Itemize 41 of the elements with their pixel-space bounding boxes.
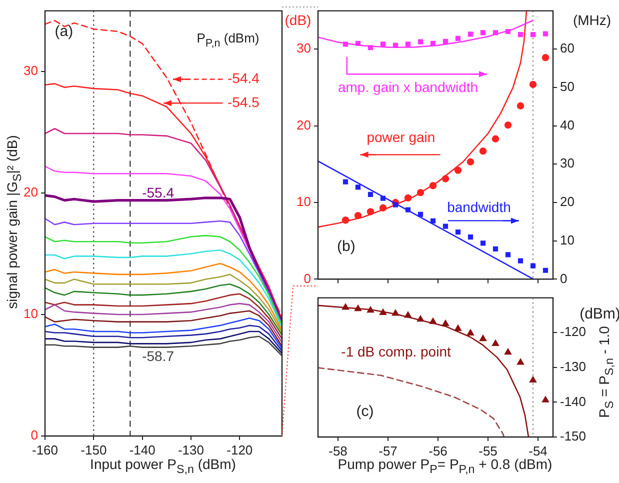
x-tick-label: -120 bbox=[226, 442, 253, 458]
text: power gain bbox=[366, 129, 436, 146]
annotation: (a) bbox=[54, 23, 74, 40]
x-tick-label: -150 bbox=[80, 442, 107, 458]
x-tick-label: -56 bbox=[428, 443, 448, 458]
y-tick-label: -130 bbox=[560, 358, 586, 374]
legend-label: -54.5 bbox=[227, 94, 260, 110]
x-axis-title: Input power P$_{S,n}$ (dBm) bbox=[90, 456, 236, 476]
y2-tick-label: 50 bbox=[560, 79, 574, 94]
y-tick-label: 30 bbox=[24, 63, 38, 78]
y-tick-label: 0 bbox=[30, 428, 38, 443]
y-tick-label: -120 bbox=[560, 324, 586, 340]
y-tick-label: 10 bbox=[296, 194, 311, 210]
x-tick-label: -54 bbox=[528, 443, 548, 458]
series-label: -58.7 bbox=[142, 348, 174, 364]
y2-tick-label: 40 bbox=[560, 117, 574, 132]
y2-axis-title: (MHz) bbox=[572, 12, 612, 28]
y-tick-label: -140 bbox=[560, 394, 586, 409]
y-tick-label: -150 bbox=[560, 428, 586, 444]
y-tick-label: 30 bbox=[296, 40, 311, 56]
y-tick-label: 10 bbox=[24, 306, 38, 322]
x-tick-label: -160 bbox=[32, 442, 58, 458]
x-tick-label: -58 bbox=[328, 443, 348, 458]
y-axis-title: (dB) bbox=[284, 12, 312, 28]
y-tick-label: 20 bbox=[296, 117, 311, 132]
x-axis-title: Pump power P$_{P}$= P$_{P,n}$ + 0.8 (dBm) bbox=[338, 456, 552, 476]
x-tick-label: -130 bbox=[178, 442, 204, 458]
series-label: -55.4 bbox=[142, 184, 174, 200]
series-label: bandwidth bbox=[447, 199, 511, 216]
x-tick-label: -140 bbox=[129, 442, 156, 458]
legend-label: amp. gain x bandwidth bbox=[338, 79, 478, 96]
y-tick-label: 0 bbox=[304, 270, 311, 286]
x-tick-label: -57 bbox=[378, 443, 398, 458]
annotation: (b) bbox=[337, 238, 356, 256]
legend-label: -54.4 bbox=[227, 70, 260, 86]
x-tick-label: -55 bbox=[478, 443, 498, 458]
legend-title: P$_{P,n}$ (dBm) bbox=[196, 30, 260, 50]
annotation: (c) bbox=[356, 403, 374, 420]
y-tick-label: 20 bbox=[24, 184, 38, 200]
series-label: -1 dB comp. point bbox=[341, 343, 451, 360]
y2-tick-label: 60 bbox=[560, 40, 574, 56]
